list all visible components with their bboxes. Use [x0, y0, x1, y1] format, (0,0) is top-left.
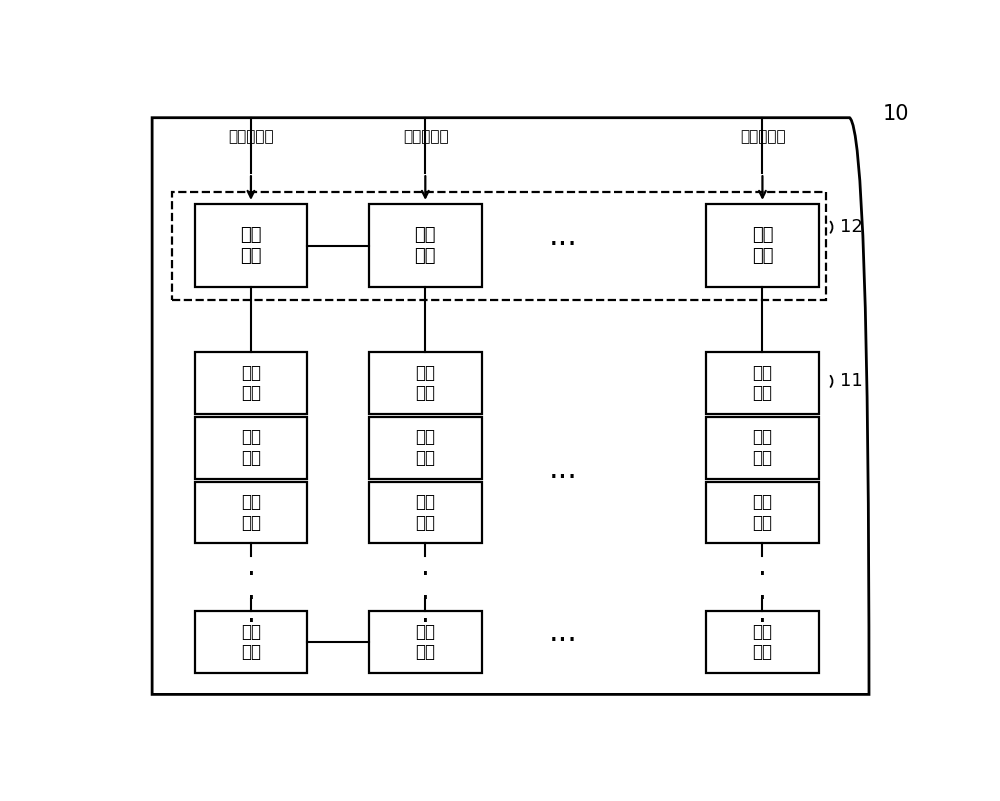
Bar: [369, 481, 482, 543]
Text: 一元比特流: 一元比特流: [403, 129, 449, 143]
Bar: [369, 417, 482, 478]
Text: 偏斜
单元: 偏斜 单元: [415, 364, 435, 402]
Text: 偏斜
单元: 偏斜 单元: [241, 493, 261, 532]
Text: 11: 11: [840, 372, 863, 390]
Bar: [706, 611, 819, 673]
Text: 计算
单元: 计算 单元: [415, 227, 436, 265]
Bar: [369, 611, 482, 673]
Text: 偏斜
单元: 偏斜 单元: [752, 429, 772, 467]
Text: 计算
单元: 计算 单元: [240, 227, 262, 265]
Text: 10: 10: [883, 104, 909, 124]
Bar: [706, 481, 819, 543]
Text: 偏斜
单元: 偏斜 单元: [241, 622, 261, 662]
Text: 偏斜
单元: 偏斜 单元: [752, 364, 772, 402]
Text: 偏斜
单元: 偏斜 单元: [415, 622, 435, 662]
Text: ·
·
·: · · ·: [758, 562, 767, 636]
Text: 一元比特流: 一元比特流: [229, 129, 274, 143]
Text: 偏斜
单元: 偏斜 单元: [415, 429, 435, 467]
Bar: [706, 352, 819, 414]
Bar: [195, 481, 307, 543]
Bar: [369, 352, 482, 414]
Text: 一元比特流: 一元比特流: [740, 129, 786, 143]
Bar: [369, 204, 482, 288]
Bar: [195, 417, 307, 478]
Text: ·
·
·: · · ·: [421, 562, 430, 636]
Text: ·
·
·: · · ·: [247, 562, 256, 636]
Text: ···: ···: [548, 231, 577, 260]
Bar: [195, 204, 307, 288]
Bar: [706, 204, 819, 288]
Text: 偏斜
单元: 偏斜 单元: [752, 493, 772, 532]
Text: 偏斜
单元: 偏斜 单元: [241, 364, 261, 402]
Bar: [195, 611, 307, 673]
Bar: [706, 417, 819, 478]
Text: 偏斜
单元: 偏斜 单元: [241, 429, 261, 467]
Text: 计算
单元: 计算 单元: [752, 227, 773, 265]
Text: 偏斜
单元: 偏斜 单元: [415, 493, 435, 532]
Bar: [195, 352, 307, 414]
Text: 偏斜
单元: 偏斜 单元: [752, 622, 772, 662]
Text: ···: ···: [548, 464, 577, 493]
Text: 12: 12: [840, 218, 863, 235]
Bar: [172, 191, 826, 300]
Text: ···: ···: [548, 627, 577, 657]
PathPatch shape: [152, 118, 869, 694]
